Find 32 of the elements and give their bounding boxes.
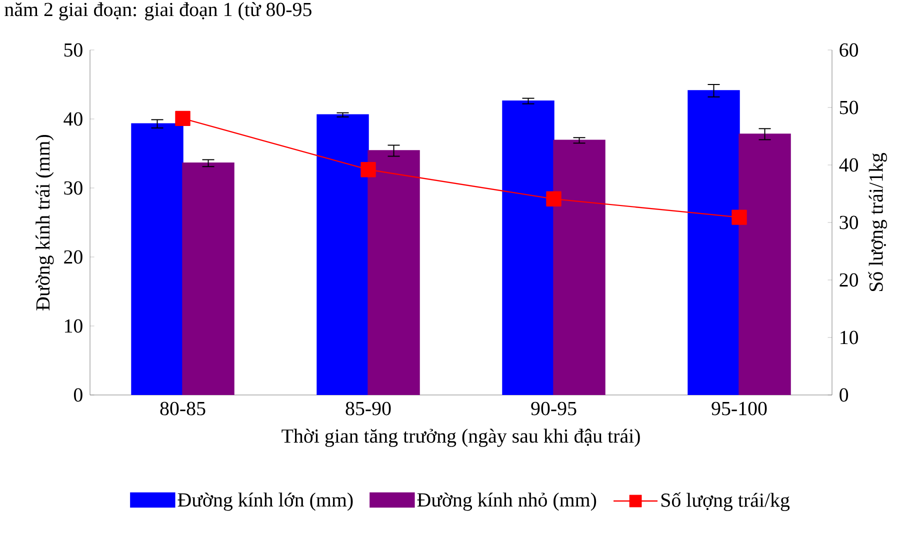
y-tick-label: 30 xyxy=(64,181,82,195)
point xyxy=(360,162,376,178)
y-axis-title: Đường kính trái (mm) xyxy=(36,134,54,310)
y2-tick-label: 50 xyxy=(840,100,858,114)
x-tick-label: 90-95 xyxy=(531,402,576,416)
y-tick-label: 50 xyxy=(64,43,82,57)
bar xyxy=(688,90,740,395)
point xyxy=(175,110,190,126)
y2-tick-label: 0 xyxy=(840,388,848,402)
y2-axis-title: Số lượng trái/1kg xyxy=(868,152,887,292)
y2-tick-label: 20 xyxy=(840,273,858,287)
y-tick-label: 0 xyxy=(74,388,82,402)
y2-tick-label: 10 xyxy=(840,330,858,344)
text: năm 2 giai đoạn: giai đoạn 1 (từ 80-95 xyxy=(4,2,312,20)
y-tick-label: 20 xyxy=(64,250,82,264)
bar xyxy=(131,123,184,395)
y-tick-label: 40 xyxy=(64,112,82,126)
x-tick-label: 80-85 xyxy=(160,402,206,416)
x-axis-title: Thời gian tăng trưởng (ngày sau khi đậu trái) xyxy=(282,428,640,447)
legend-label: Đường kính lớn (mm) xyxy=(178,492,353,511)
y-tick-label: 10 xyxy=(64,319,82,333)
y2-tick-label: 60 xyxy=(840,43,858,57)
bar xyxy=(502,100,554,395)
y2-tick-label: 40 xyxy=(839,158,858,172)
legend-label: Số lượng trái/kg xyxy=(661,492,790,512)
point xyxy=(732,210,747,225)
legend-label: Đường kính nhỏ (mm) xyxy=(417,492,596,511)
y2-tick-label: 30 xyxy=(840,216,858,230)
x-tick-label: 85-90 xyxy=(346,402,391,416)
x-tick-label: 95-100 xyxy=(712,402,767,416)
point xyxy=(546,191,562,207)
bar xyxy=(316,114,369,395)
